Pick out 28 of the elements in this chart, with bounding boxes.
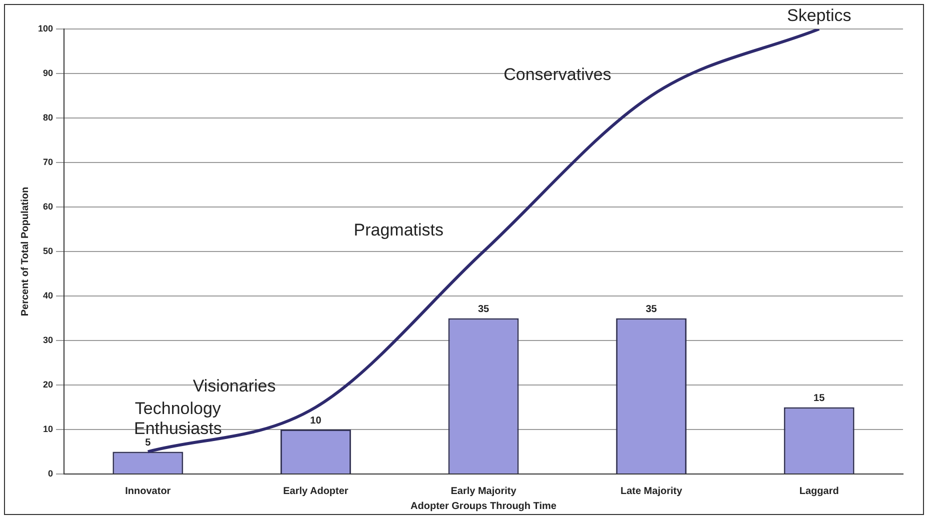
y-tick-label: 0 [48, 468, 54, 478]
y-tick-label: 50 [43, 246, 54, 256]
y-tick-label: 70 [43, 156, 54, 167]
y-tick-label: 100 [38, 23, 54, 34]
y-tick-label: 90 [43, 68, 54, 78]
annotation: Conservatives [504, 64, 612, 84]
y-tick-label: 80 [43, 112, 54, 122]
data-label: 35 [646, 304, 658, 315]
data-label: 10 [310, 415, 322, 426]
y-tick-label: 40 [43, 290, 54, 300]
data-label: 5 [145, 438, 152, 448]
annotation: Pragmatists [354, 220, 444, 240]
y-tick-label: 10 [43, 424, 54, 434]
text: Skeptics [786, 6, 852, 26]
y-tick-label: 60 [43, 201, 54, 212]
x-tick-label: Early Adopter [283, 486, 348, 497]
data-label: 35 [478, 304, 490, 315]
data-label: 15 [814, 393, 826, 404]
annotation: Visionaries [192, 376, 276, 396]
x-axis-title: Adopter Groups Through Time [410, 500, 557, 512]
y-tick-label: 30 [43, 334, 54, 345]
annotation: Technology Enthusiasts [134, 398, 222, 438]
y-axis-title: Percent of Total Population [20, 186, 31, 316]
x-tick-label: Early Majority [450, 486, 517, 497]
x-tick-label: Laggard [799, 486, 839, 497]
x-tick-label: Innovator [125, 486, 171, 497]
x-tick-label: Late Majority [620, 486, 683, 497]
y-tick-label: 20 [43, 379, 54, 390]
